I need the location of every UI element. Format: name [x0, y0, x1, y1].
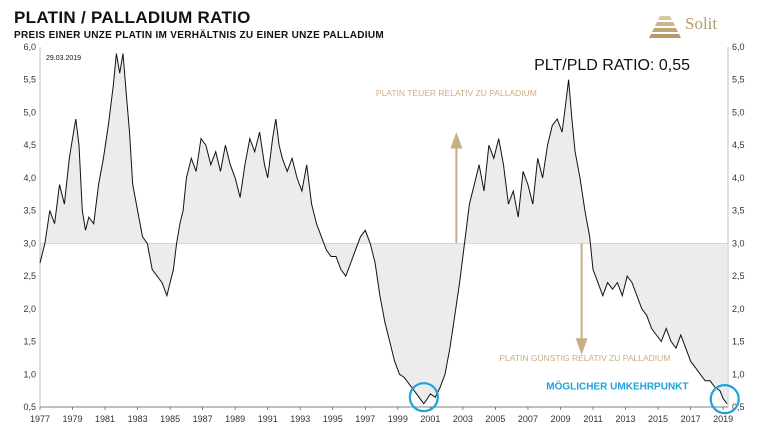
ratio-label: PLT/PLD RATIO: 0,55	[534, 57, 690, 74]
highlight-circle-2019	[709, 384, 740, 415]
x-tick-label: 1987	[193, 414, 213, 424]
y-tick-label-right: 3,5	[732, 206, 745, 216]
y-tick-label-right: 3,0	[732, 238, 745, 248]
annotation-umkehrpunkt: MÖGLICHER UMKEHRPUNKT	[546, 379, 688, 392]
annotation-platin-guenstig: PLATIN GÜNSTIG RELATIV ZU PALLADIUM	[499, 353, 670, 363]
annotation-layer: PLATIN TEUER RELATIV ZU PALLADIUM PLATIN …	[376, 88, 740, 415]
down-arrow-head	[575, 338, 588, 355]
x-tick-label: 1999	[388, 414, 408, 424]
x-tick-label: 1985	[160, 414, 180, 424]
y-tick-label-right: 1,0	[732, 369, 745, 379]
x-tick-label: 1993	[290, 414, 310, 424]
y-tick-label-left: 4,0	[23, 173, 36, 183]
series-line-ratio	[39, 53, 728, 405]
date-label: 29.03.2019	[46, 55, 81, 62]
x-tick-label: 1995	[323, 414, 343, 424]
y-tick-label-right: 0,5	[732, 402, 745, 412]
x-tick-label: 1977	[30, 414, 50, 424]
highlight-circle-2001	[408, 382, 439, 413]
solit-logo-icon	[649, 16, 681, 38]
brand-name: Solit	[685, 14, 718, 33]
x-tick-label: 1989	[225, 414, 245, 424]
x-tick-label: 2003	[453, 414, 473, 424]
y-tick-label-left: 1,0	[23, 369, 36, 379]
fill-area-layer	[40, 53, 728, 404]
x-tick-label: 2005	[485, 414, 505, 424]
chart-subtitle: PREIS EINER UNZE PLATIN IM VERHÄLTNIS ZU…	[14, 30, 384, 41]
x-tick-label: 2011	[583, 414, 602, 424]
y-tick-label-right: 4,5	[732, 140, 745, 150]
x-tick-label: 1979	[63, 414, 83, 424]
y-tick-label-left: 2,5	[23, 271, 36, 281]
y-tick-label-left: 3,5	[23, 206, 36, 216]
chart-title: PLATIN / PALLADIUM RATIO	[14, 8, 251, 27]
y-tick-label-right: 5,0	[732, 107, 745, 117]
x-tick-label: 2013	[616, 414, 636, 424]
x-tick-label: 2007	[518, 414, 538, 424]
y-tick-label-left: 5,0	[23, 107, 36, 117]
x-tick-label: 1997	[355, 414, 375, 424]
y-tick-label-right: 1,5	[732, 337, 745, 347]
y-tick-label-right: 4,0	[732, 173, 745, 183]
y-tick-label-left: 3,0	[23, 238, 36, 248]
y-tick-label-right: 6,0	[732, 42, 745, 52]
y-tick-label-right: 2,0	[732, 304, 745, 314]
y-tick-label-left: 2,0	[23, 304, 36, 314]
x-tick-label: 1991	[258, 414, 278, 424]
y-tick-label-left: 5,5	[23, 75, 36, 85]
y-tick-label-left: 6,0	[23, 42, 36, 52]
up-arrow-head	[450, 132, 463, 149]
y-tick-label-left: 1,5	[23, 337, 36, 347]
x-tick-label: 2017	[681, 414, 701, 424]
x-tick-label: 1981	[95, 414, 115, 424]
y-tick-label-right: 5,5	[732, 75, 745, 85]
x-tick-label: 2009	[550, 414, 570, 424]
x-tick-label: 2001	[420, 414, 440, 424]
y-tick-label-left: 4,5	[23, 140, 36, 150]
y-tick-label-left: 0,5	[23, 402, 36, 412]
y-tick-label-right: 2,5	[732, 271, 745, 281]
x-tick-label: 2015	[648, 414, 668, 424]
x-tick-label: 1983	[128, 414, 148, 424]
annotation-platin-teuer: PLATIN TEUER RELATIV ZU PALLADIUM	[376, 88, 537, 98]
deviation-fill	[40, 53, 728, 404]
x-tick-label: 2019	[713, 414, 733, 424]
axis-layer: 0,5 0,5 1,0 1,0 1,5 1,5 2,0 2,0 2,5 2,5 3,0 3,0 3,5 3…	[23, 42, 744, 424]
